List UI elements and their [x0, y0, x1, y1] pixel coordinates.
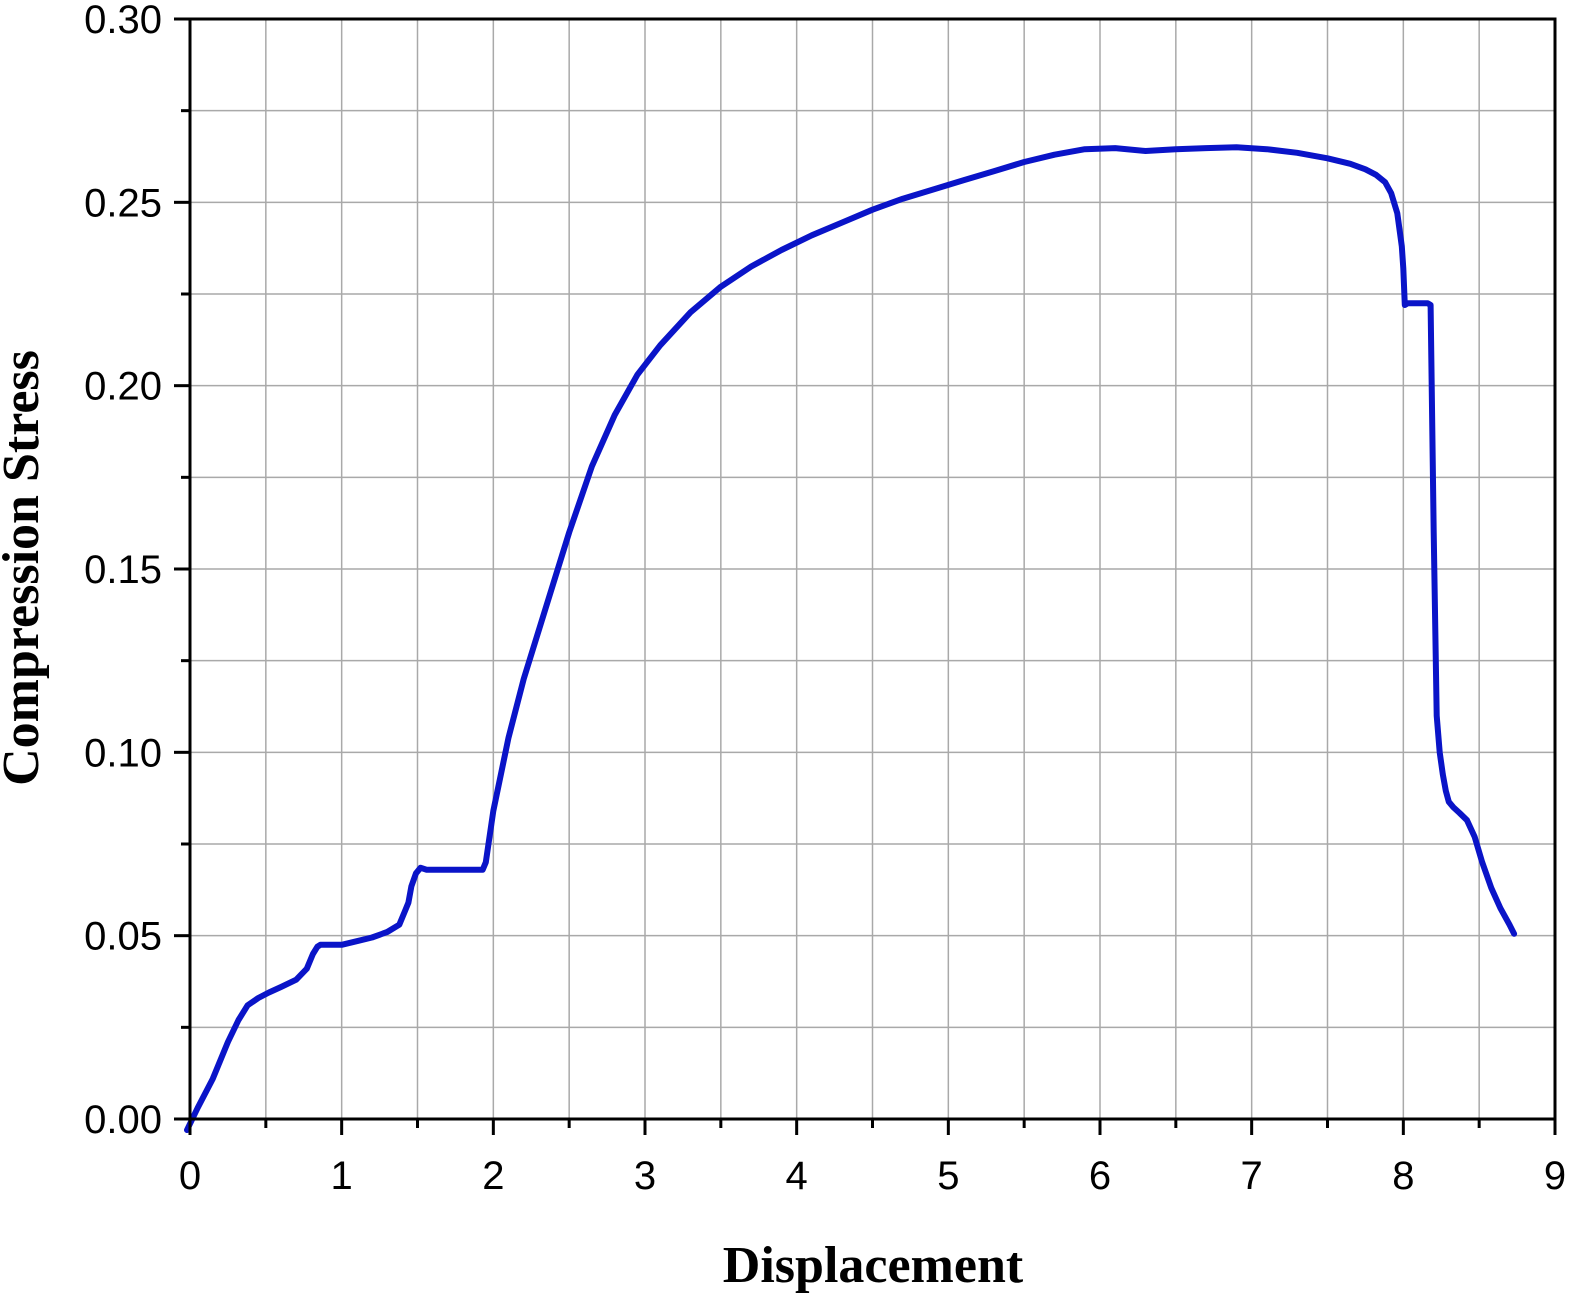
x-tick-label: 8	[1392, 1154, 1414, 1198]
y-tick-label: 0.00	[84, 1098, 162, 1142]
x-tick-label: 0	[179, 1154, 201, 1198]
grid-lines	[190, 19, 1555, 1119]
x-tick-label: 1	[331, 1154, 353, 1198]
x-tick-label: 6	[1089, 1154, 1111, 1198]
x-axis-title: Displacement	[723, 1237, 1024, 1294]
x-tick-label: 5	[937, 1154, 959, 1198]
y-tick-label: 0.10	[84, 731, 162, 775]
series-layer	[184, 144, 1518, 1133]
x-tick-label: 9	[1544, 1154, 1566, 1198]
axes	[174, 17, 1557, 1135]
y-axis-title: Compression Stress	[0, 350, 50, 786]
x-tick-label: 2	[482, 1154, 504, 1198]
x-tick-label: 7	[1241, 1154, 1263, 1198]
tick-labels: 0 1 2 3 4 5 6 7 8 9 0.00 0.05 0.10 0.15 0.20 0.25 0.30	[84, 0, 1566, 1198]
x-tick-label: 3	[634, 1154, 656, 1198]
y-tick-label: 0.20	[84, 365, 162, 409]
y-tick-label: 0.30	[84, 0, 162, 42]
x-tick-label: 4	[786, 1154, 808, 1198]
series-line-0	[184, 144, 1518, 1133]
y-tick-label: 0.25	[84, 181, 162, 225]
y-tick-label: 0.15	[84, 548, 162, 592]
y-tick-label: 0.05	[84, 915, 162, 959]
